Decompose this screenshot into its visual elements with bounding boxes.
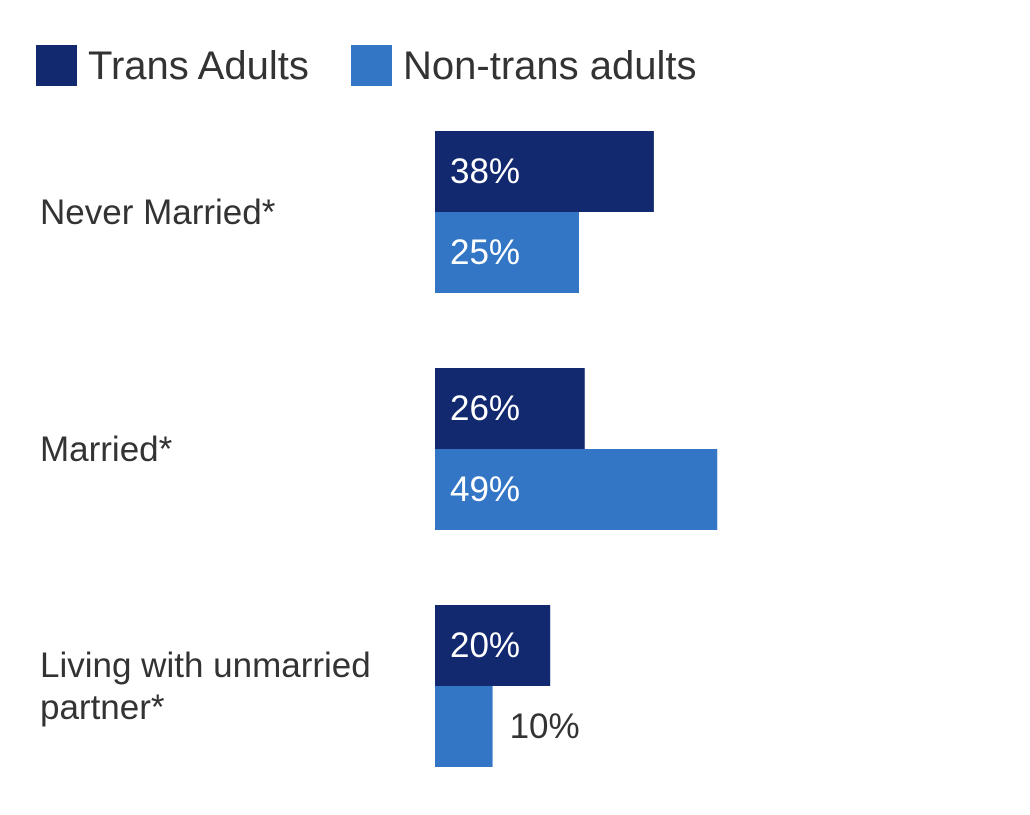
bar-non-trans-adults-married [435,449,718,530]
category-label-living-with-unmarried-partner-line-2: partner* [40,688,165,727]
bar-non-trans-adults-never-married [435,212,579,293]
value-label-trans-adults-married: 26% [450,389,520,428]
chart-legend: Trans Adults Non-trans adults [36,44,696,88]
value-label-trans-adults-never-married: 38% [450,152,520,191]
legend-non-trans-adults-swatch [351,45,392,86]
category-label-living-with-unmarried-partner-line-1: Living with unmarried [40,646,371,685]
value-label-trans-adults-living-with-unmarried-partner: 20% [450,626,520,665]
value-labels: 38% 25% 26% 49% 20% 10% [450,152,580,746]
bar-trans-adults-never-married [435,131,654,212]
value-label-non-trans-adults-living-with-unmarried-partner: 10% [510,707,580,746]
category-label-never-married: Never Married* [40,193,276,232]
legend-trans-adults-label: Trans Adults [88,44,309,88]
value-label-non-trans-adults-married: 49% [450,470,520,509]
bar-non-trans-adults-living-with-unmarried-partner [435,686,493,767]
bar-trans-adults-married [435,368,585,449]
value-label-non-trans-adults-never-married: 25% [450,233,520,272]
bar-trans-adults-living-with-unmarried-partner [435,605,551,686]
category-labels: Never Married* Married* Living with unmarr… [40,193,371,727]
legend-trans-adults-swatch [36,45,77,86]
legend-non-trans-adults-label: Non-trans adults [403,44,696,88]
category-label-married: Married* [40,430,173,469]
bars [435,131,718,767]
